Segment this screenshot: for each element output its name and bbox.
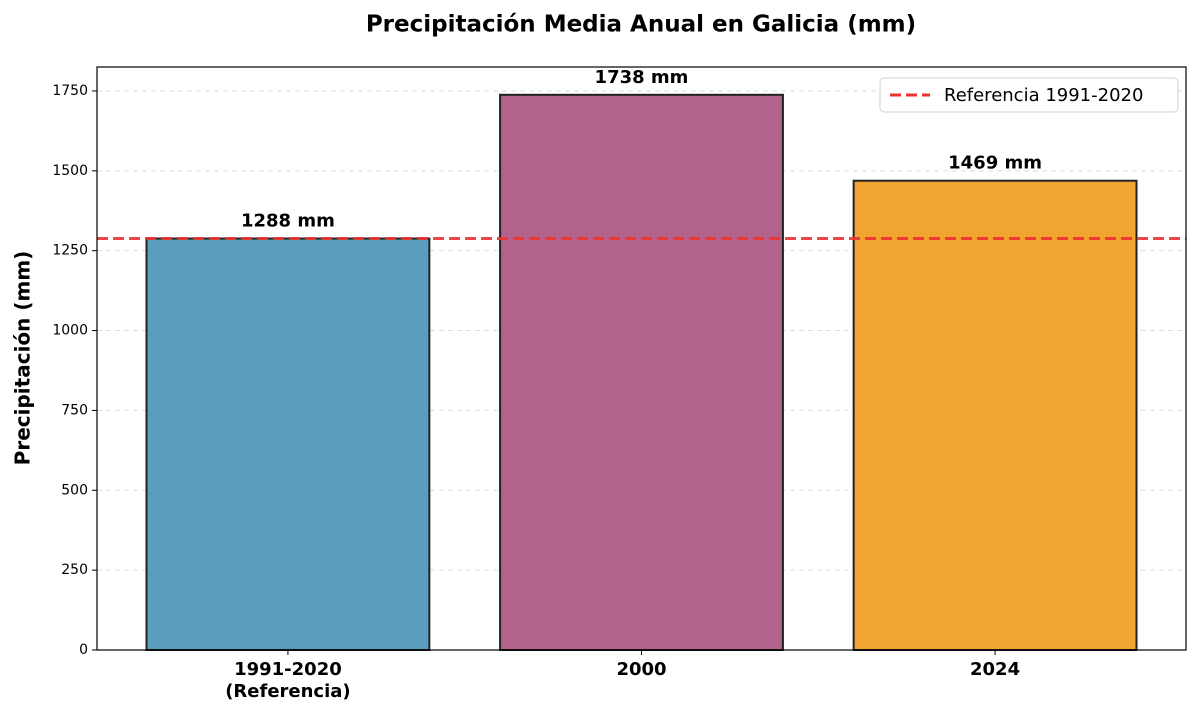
value-label: 1288 mm: [241, 211, 335, 232]
bar: [145, 237, 431, 651]
value-label: 1469 mm: [948, 153, 1042, 174]
legend: Referencia 1991-2020: [879, 77, 1179, 113]
x-tick-label: 1991-2020 (Referencia): [225, 659, 351, 702]
value-label: 1738 mm: [595, 67, 689, 88]
y-tick-label: 1500: [52, 163, 88, 179]
y-tick-label: 500: [61, 482, 88, 498]
bar: [852, 179, 1138, 651]
x-tick-label: 2024: [970, 659, 1021, 680]
legend-label: Referencia 1991-2020: [944, 85, 1143, 106]
y-tick-label: 1750: [52, 83, 88, 99]
plot-frame: [96, 66, 1187, 651]
chart-title: Precipitación Media Anual en Galicia (mm…: [366, 12, 916, 38]
y-tick-label: 750: [61, 402, 88, 418]
y-tick-label: 250: [61, 562, 88, 578]
x-tick-label: 2000: [616, 659, 667, 680]
y-tick-label: 1000: [52, 323, 88, 339]
y-tick-label: 1250: [52, 243, 88, 259]
y-tick-label: 0: [79, 642, 88, 658]
y-axis-label: Precipitación (mm): [11, 251, 35, 466]
bar: [499, 93, 784, 651]
legend-box: [879, 77, 1179, 113]
